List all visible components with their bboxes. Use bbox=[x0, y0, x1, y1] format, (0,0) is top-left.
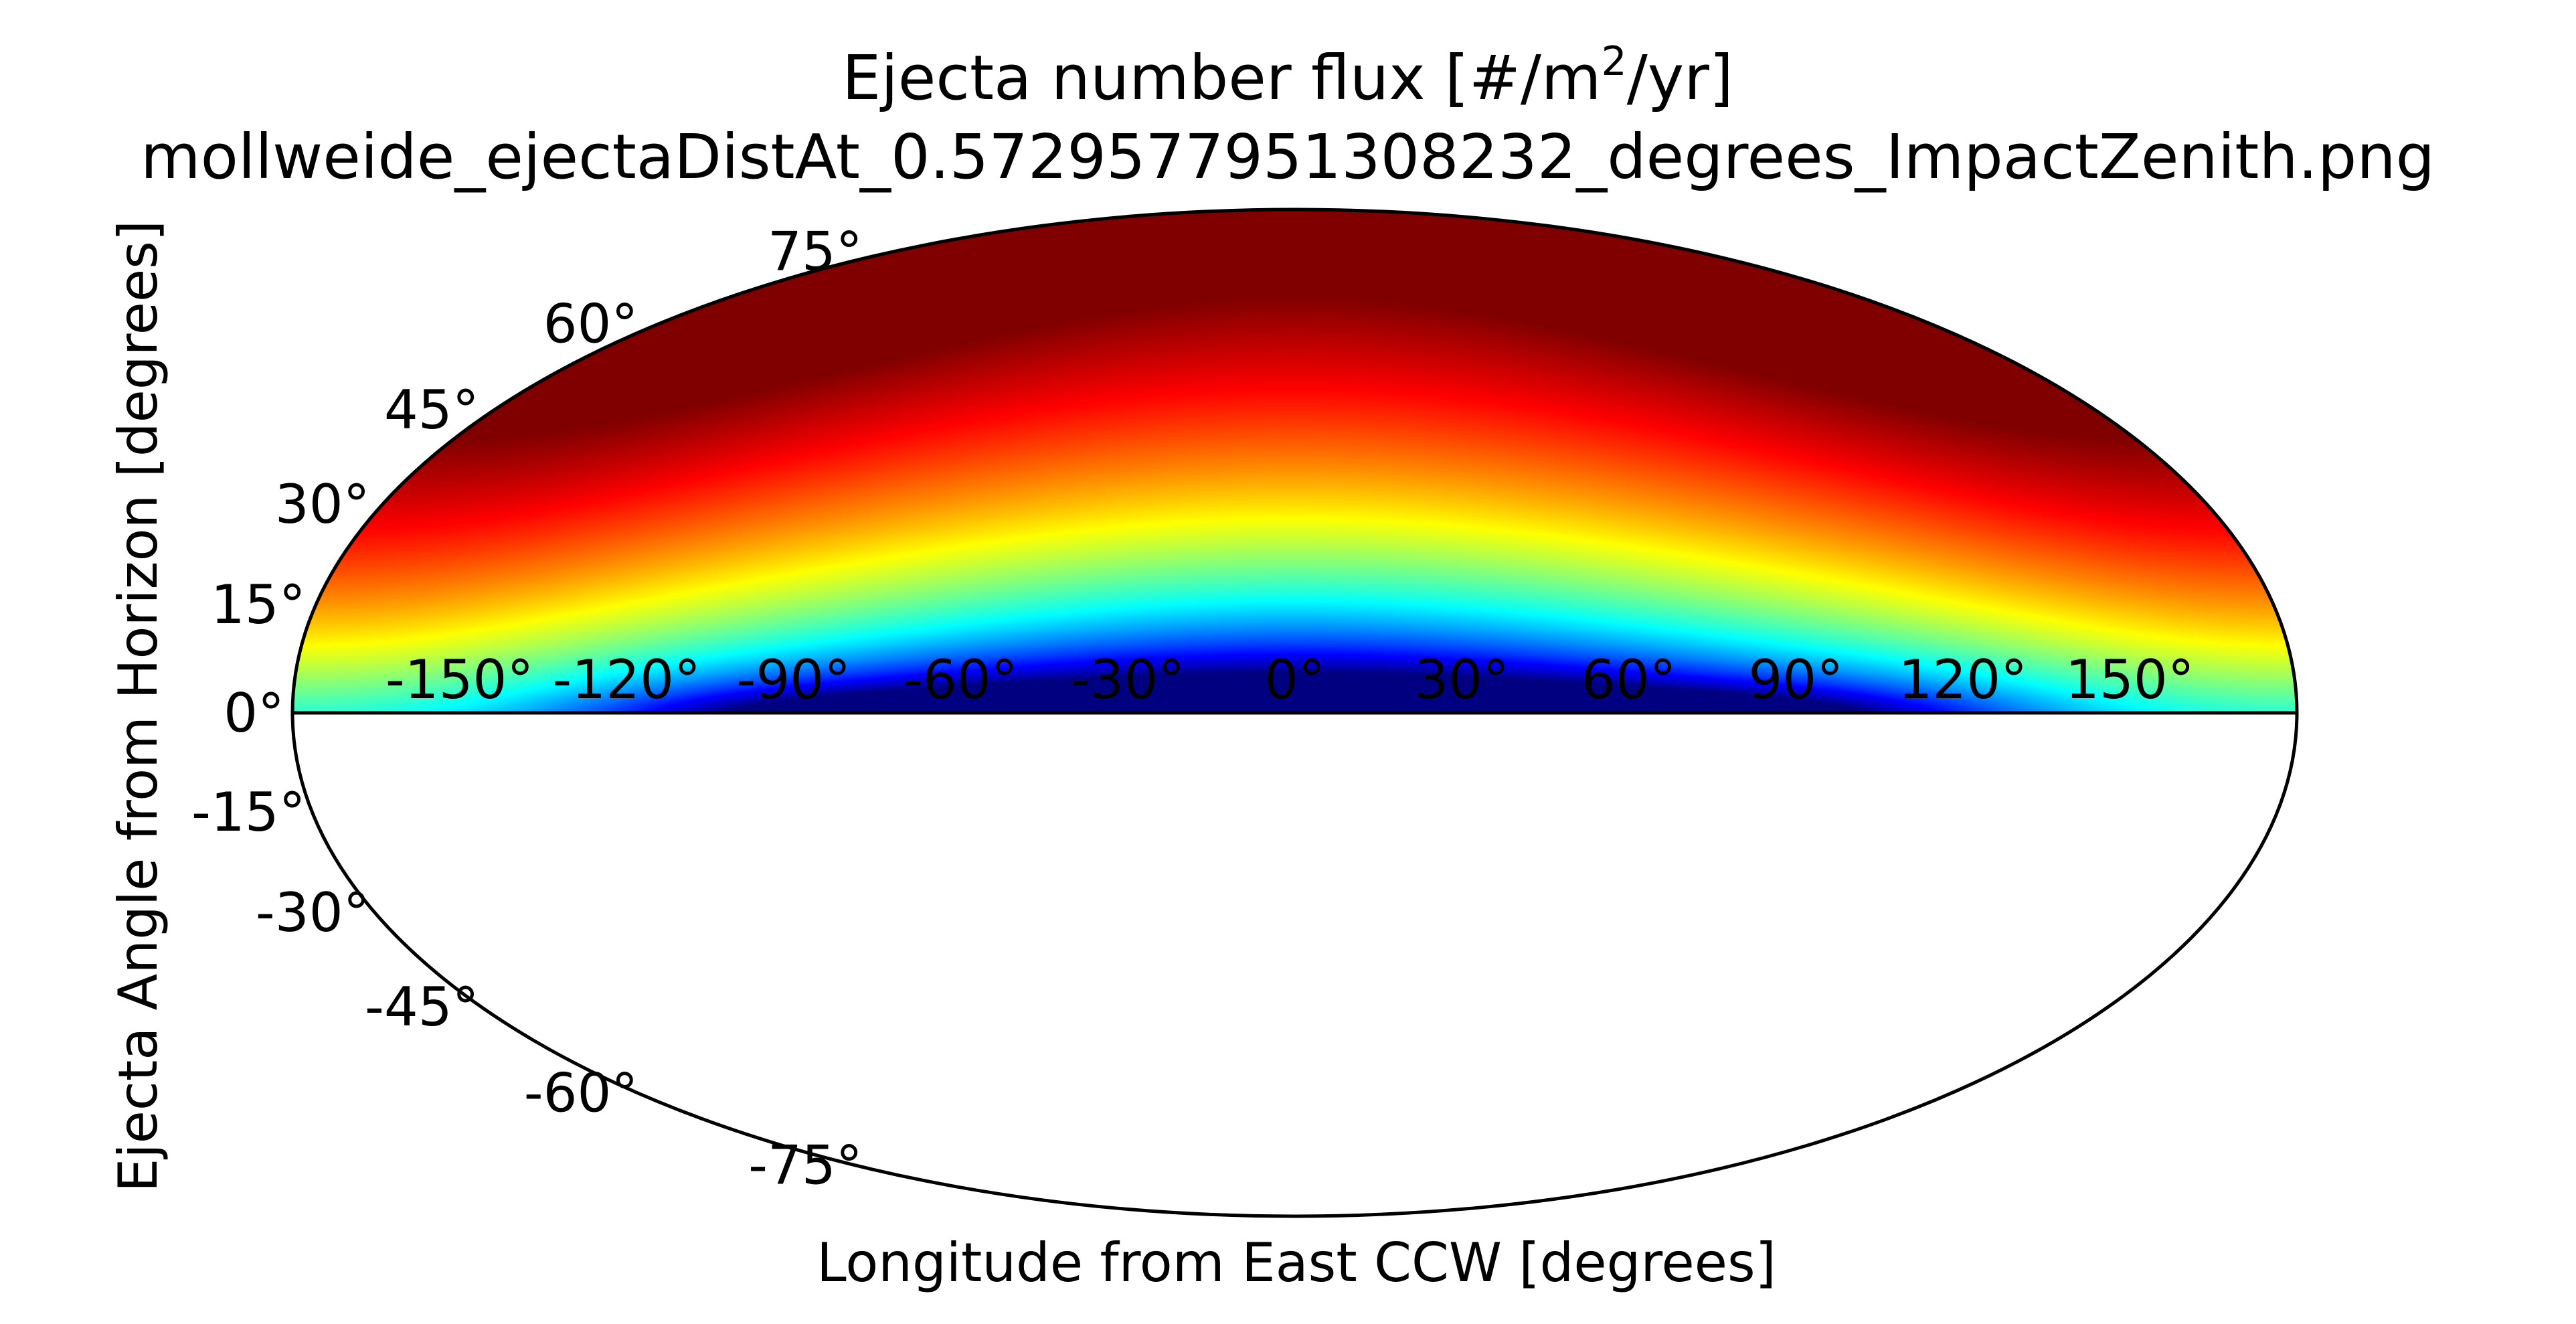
y-tick-label: 75° bbox=[768, 221, 863, 283]
x-tick-label: 30° bbox=[1414, 649, 1509, 711]
x-tick-label: -60° bbox=[904, 649, 1018, 711]
y-tick-label: 60° bbox=[543, 293, 638, 355]
x-tick-label: 150° bbox=[2065, 649, 2195, 711]
chart-title-suffix: /yr] bbox=[1627, 42, 1733, 114]
x-tick-labels: -150° -120° -90° -60° -30° 0° 30° 60° 90° 120° 150… bbox=[385, 649, 2195, 711]
heatmap-raster bbox=[292, 211, 2298, 718]
chart-title: Ejecta number flux [#/m2/yr] bbox=[842, 38, 1733, 114]
y-axis-label: Ejecta Angle from Horizon [degrees] bbox=[107, 220, 169, 1192]
x-tick-label: 0° bbox=[1264, 649, 1325, 711]
x-tick-label: 120° bbox=[1898, 649, 2027, 711]
x-axis-label: Longitude from East CCW [degrees] bbox=[817, 1232, 1776, 1294]
x-tick-label: -120° bbox=[552, 649, 701, 711]
heatmap-layer bbox=[292, 211, 2298, 718]
y-tick-label: 0° bbox=[224, 682, 284, 744]
y-tick-label: -45° bbox=[365, 976, 479, 1038]
y-tick-label: 30° bbox=[275, 473, 370, 535]
y-tick-label: 15° bbox=[211, 574, 306, 636]
chart-title-superscript: 2 bbox=[1602, 38, 1627, 85]
y-tick-label: -30° bbox=[256, 882, 370, 944]
y-tick-label: -60° bbox=[524, 1062, 638, 1124]
y-tick-label: -15° bbox=[191, 781, 306, 843]
y-tick-label: -75° bbox=[748, 1134, 863, 1196]
x-tick-label: -150° bbox=[385, 649, 534, 711]
y-tick-labels: 75° 60° 45°30° 15° 0° -15° -30° -45° -60° -75° bbox=[191, 221, 863, 1197]
x-tick-label: 60° bbox=[1581, 649, 1677, 711]
y-tick-label: 45° bbox=[384, 379, 479, 441]
chart-subtitle: mollweide_ejectaDistAt_0.572957795130823… bbox=[141, 121, 2435, 193]
x-tick-label: -30° bbox=[1071, 649, 1185, 711]
x-tick-label: -90° bbox=[736, 649, 851, 711]
heatmap-canvas bbox=[292, 211, 2298, 718]
x-tick-label: 90° bbox=[1748, 649, 1843, 711]
